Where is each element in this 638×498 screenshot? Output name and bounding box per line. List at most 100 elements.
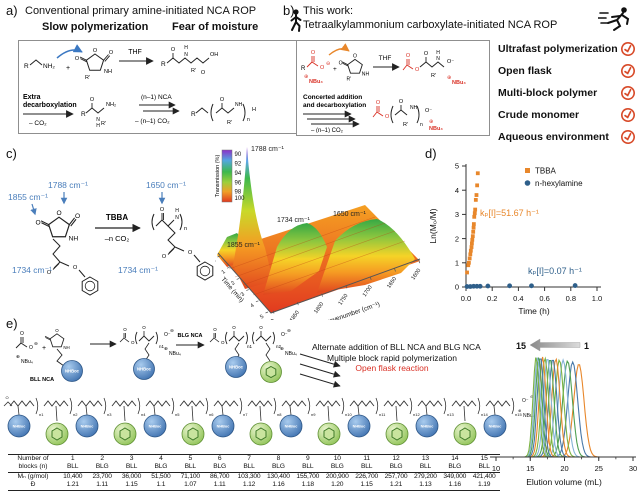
atom-label: N [96, 117, 100, 123]
table-cell: 6 [217, 455, 222, 462]
data-point-square [472, 211, 477, 216]
block-count-label: n9 [311, 412, 316, 417]
checklist-item: Ultrafast polymerization [498, 38, 636, 60]
colorbar-tick: 100 [235, 196, 246, 202]
ir-peak-label-1734-right: 1734 cm⁻¹ [118, 265, 158, 275]
block-count-label: n4 [141, 412, 146, 417]
atom-label: O⁻ [281, 332, 288, 338]
nhboc-circle-label: NHBoc [81, 425, 94, 429]
table-cell: 13 [421, 455, 429, 462]
backbone-segment [179, 400, 205, 407]
block-count-label: n2 [276, 344, 282, 349]
backbone-segment [213, 400, 239, 407]
gpc-x-tick: 15 [526, 464, 534, 473]
block-count-label: n14 [481, 412, 488, 417]
colorbar [221, 149, 233, 203]
atom-label: NH [235, 102, 243, 108]
checklist: Ultrafast polymerization Open flask Multi-… [498, 38, 636, 148]
data-point-square [469, 245, 474, 249]
table-cell: 1.16 [448, 481, 461, 489]
panel-a-title: Conventional primary amine-initiated NCA… [25, 5, 257, 17]
atom-label: O [55, 328, 59, 333]
data-point-square [466, 263, 471, 268]
charge-label: ⊖ [34, 341, 38, 346]
nhboc-circle-label: NHBoc [65, 369, 80, 374]
note-line-3-open-flask: Open flask reaction [355, 363, 429, 374]
checklist-item: Open flask [498, 60, 636, 82]
carboxylate-initiator: R O O ⊖ ⊕ NBu₄ [301, 50, 330, 85]
table-cell: BLG [448, 463, 462, 471]
data-point-square [468, 248, 473, 253]
backbone-segment [43, 400, 69, 407]
gpc-x-tick: 10 [492, 464, 500, 473]
colorbar-tick: 92 [235, 162, 242, 168]
table-cell: 1.07 [184, 481, 197, 489]
table-cell: BLL [184, 463, 197, 471]
benzene-glyph [255, 427, 267, 441]
nca-ring-large: O O O NH [35, 210, 80, 243]
block-count-label: n1 [39, 412, 44, 417]
data-point-square [471, 222, 476, 226]
data-point-square [466, 260, 471, 265]
backbone-segment [281, 400, 307, 407]
ftir-peak-label: 1788 cm⁻¹ [251, 146, 285, 153]
data-point-circle [572, 283, 578, 288]
table-cell: 1.21 [389, 481, 403, 489]
benzene-glyph [119, 427, 131, 441]
ftir-plot: Transmission (%) 9092949698100012345Time… [215, 146, 422, 320]
checklist-item: Crude monomer [498, 104, 636, 126]
blg-nca-label: BLG NCA [177, 333, 202, 339]
benzene-glyph [391, 427, 403, 441]
table-cell: 3 [129, 455, 134, 462]
lysine-nhboc-sphere [211, 414, 235, 438]
legend-label: TBBA [535, 167, 557, 176]
panel-a-tag-slow: Slow polymerization [42, 21, 149, 33]
ridge-1650 [317, 219, 415, 293]
table-cell: 36,000 [121, 472, 142, 480]
atom-label: O [320, 65, 325, 71]
atom-label: R [24, 63, 29, 70]
backbone-segment [145, 400, 171, 407]
data-point-square [472, 214, 477, 219]
table-cell: BLG [213, 463, 227, 471]
rate-annotation-tbba: kₚ[I]=51.67 h⁻¹ [480, 208, 539, 218]
table-cell: 1.13 [419, 481, 432, 489]
gpc-plot: 10 15 20 25 30 Elution volume (mL) 15 1 [490, 338, 637, 487]
benzene-glyph [187, 427, 199, 441]
atom-label: O⁻ [425, 108, 432, 114]
panel-a-tag-moisture: Fear of moisture [172, 21, 259, 33]
panel-b-scheme: R O O ⊖ ⊕ NBu₄ + O O NH R′ THF O O [301, 43, 466, 133]
atom-label: NH [104, 69, 112, 75]
table-cell: 1.15 [125, 481, 138, 489]
counterion-label: NBu₄ [309, 79, 323, 85]
solvent-label: THF [128, 49, 142, 56]
backbone-segment [77, 400, 103, 407]
arrow-label-1: 1 [584, 341, 589, 351]
table-cell: 23,700 [92, 472, 112, 480]
benzyl-circle [260, 361, 282, 383]
data-point-square [475, 171, 480, 176]
gpc-x-axis-label: Elution volume (mL) [526, 477, 602, 487]
backbone-segment [247, 400, 273, 407]
block-count-label: n10 [345, 412, 352, 417]
colorbar-tick: 90 [235, 152, 242, 158]
table-cell: BLG [389, 463, 403, 471]
panel-e-label: e) [6, 316, 18, 331]
co2-label: – CO₂ [29, 120, 47, 127]
panel-b-label: b) [283, 3, 295, 18]
step-label: and decarboxylation [303, 102, 366, 109]
co2-label: –n CO₂ [105, 234, 130, 243]
backbone-segment [485, 400, 511, 407]
block-count-label: n11 [379, 412, 386, 417]
atom-label: NH [410, 105, 418, 111]
check-icon [621, 64, 635, 78]
backbone-segment [451, 400, 477, 407]
backbone-segment [417, 400, 443, 407]
ir-peak-label-1650: 1650 cm⁻¹ [146, 180, 186, 190]
atom-label: O [259, 326, 263, 330]
check-icon [621, 108, 635, 122]
arrow-label-15: 15 [516, 341, 526, 351]
scheme-a-row2: Extra decarboxylation – CO₂ R O N H NH₂ … [23, 94, 256, 129]
table-row-dispersity: Đ 1.21 1.11 1.15 1.1 1.07 1.11 1.12 1.16 1.18 1.20… [8, 481, 500, 491]
ftir-peak-label: 1855 cm⁻¹ [227, 242, 261, 249]
